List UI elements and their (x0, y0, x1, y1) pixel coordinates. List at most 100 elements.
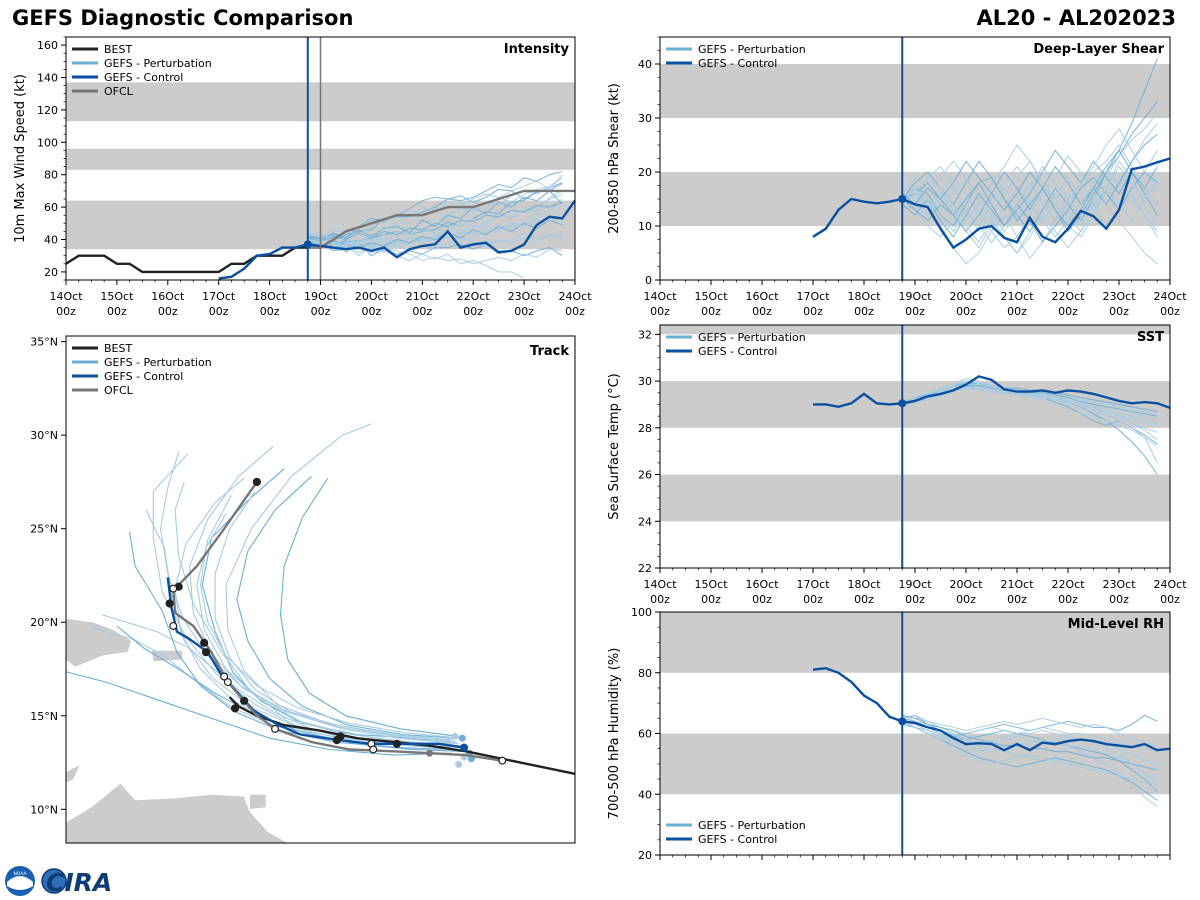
intensity-perturbation-member-18 (307, 201, 563, 242)
shear-perturbation-member-8 (902, 176, 1158, 249)
sst-xtick-hour: 00z (1007, 593, 1027, 606)
intensity-xtick-hour: 00z (107, 305, 127, 318)
shear-ytick-label: 30 (638, 112, 652, 125)
rh-perturbation-member-6 (902, 723, 1158, 801)
track-best-open-point (369, 745, 378, 754)
intensity-xtick-day: 24Oct (558, 290, 592, 303)
intensity-series-ofcl (307, 189, 575, 249)
shear-xtick-day: 24Oct (1153, 290, 1187, 303)
shear-series-control (812, 157, 1170, 250)
shear-xtick-hour: 00z (752, 305, 772, 318)
shear-ytick-label: 20 (638, 166, 652, 179)
legend-label-ofcl: OFCL (104, 85, 134, 98)
rh-band-0 (660, 733, 1170, 795)
track-perturbation-start (458, 734, 466, 742)
shear-xtick-hour: 00z (1007, 305, 1027, 318)
track-perturbation-member-16 (174, 477, 450, 749)
shear-perturbation-member-10 (901, 176, 1158, 254)
intensity-xtick-hour: 00z (260, 305, 280, 318)
rh-control-initial-point (898, 717, 907, 726)
intensity-xtick-hour: 00z (362, 305, 382, 318)
shear-xtick-hour: 00z (1109, 305, 1129, 318)
sst-ytick-label: 24 (638, 515, 652, 528)
sst-xtick-hour: 00z (956, 593, 976, 606)
intensity-ytick-label: 60 (44, 201, 58, 214)
shear-xtick-day: 14Oct (643, 290, 677, 303)
land-hispaniola (66, 618, 132, 668)
sst-xtick-day: 14Oct (643, 578, 677, 591)
shear-xtick-hour: 00z (1058, 305, 1078, 318)
sst-xtick-hour: 00z (701, 593, 721, 606)
track-best-open-point (271, 724, 280, 733)
track-control-point (460, 743, 469, 752)
track-best-point (200, 638, 209, 647)
shear-band-1 (660, 64, 1170, 118)
track-ytick-label: 30°N (30, 429, 58, 442)
track-perturbation-member-9 (66, 671, 452, 756)
intensity-xtick-hour: 00z (209, 305, 229, 318)
legend-label-pert: GEFS - Perturbation (698, 331, 806, 344)
rh-perturbation-member-11 (902, 717, 1158, 795)
sst-ylabel: Sea Surface Temp (°C) (607, 373, 622, 520)
shear-xtick-hour: 00z (905, 305, 925, 318)
sst-xtick-day: 18Oct (847, 578, 881, 591)
rh-ytick-label: 80 (638, 667, 652, 680)
shear-ytick-label: 10 (638, 220, 652, 233)
sst-xtick-day: 24Oct (1153, 578, 1187, 591)
track-ytick-label: 20°N (30, 616, 58, 629)
track-series-ofcl (172, 481, 503, 762)
shear-xtick-day: 21Oct (1000, 290, 1034, 303)
track-best-open-point (169, 621, 178, 630)
legend-label-control: GEFS - Control (698, 833, 777, 846)
sst-xtick-hour: 00z (1160, 593, 1180, 606)
rh-band-1 (660, 612, 1170, 673)
shear-perturbation-member-15 (901, 133, 1158, 227)
cira-logo-text: CIRA (46, 868, 112, 897)
track-ytick-label: 15°N (30, 710, 58, 723)
track-best-point (240, 696, 249, 705)
intensity-xtick-day: 22Oct (457, 290, 491, 303)
legend-label-control: GEFS - Control (698, 345, 777, 358)
track-best-point (230, 704, 240, 713)
shear-xtick-day: 19Oct (898, 290, 932, 303)
sst-xtick-hour: 00z (905, 593, 925, 606)
sst-band-1 (660, 381, 1170, 428)
sst-ytick-label: 32 (638, 328, 652, 341)
intensity-ytick-label: 120 (37, 104, 58, 117)
sst-panel-title: SST (1137, 330, 1164, 345)
intensity-xtick-hour: 00z (56, 305, 76, 318)
rh-series-control (812, 666, 1170, 752)
sst-xtick-day: 17Oct (796, 578, 830, 591)
sst-xtick-day: 19Oct (898, 578, 932, 591)
rh-ytick-label: 20 (638, 849, 652, 860)
track-perturbation-member-11 (196, 494, 461, 747)
sst-ytick-label: 30 (638, 375, 652, 388)
intensity-perturbation-member-12 (307, 190, 563, 241)
sst-xtick-day: 15Oct (694, 578, 728, 591)
track-ytick-label: 35°N (30, 336, 58, 349)
shear-perturbation-member-14 (901, 187, 1158, 254)
track-best-point (252, 477, 261, 487)
rh-perturbation-member-1 (902, 720, 1158, 783)
shear-perturbation-member-16 (902, 127, 1158, 233)
intensity-ytick-label: 20 (44, 266, 58, 279)
rh-ytick-label: 100 (631, 606, 652, 619)
track-best-point (392, 739, 401, 748)
shear-panel: 0 10 20 30 40 14Oct 00z 15Oct 00z 16Oct 00z 17Oct 00… (607, 36, 1187, 318)
rh-perturbation-member-8 (902, 720, 1158, 765)
sst-band-2 (660, 325, 1170, 335)
shear-xtick-day: 23Oct (1102, 290, 1136, 303)
intensity-xtick-day: 16Oct (151, 290, 185, 303)
track-ytick-label: 10°N (30, 803, 58, 816)
storm-id-title: AL20 - AL202023 (976, 6, 1177, 30)
land-guajira (66, 763, 82, 784)
sst-xtick-hour: 00z (854, 593, 874, 606)
sst-ytick-label: 26 (638, 469, 652, 482)
sst-xtick-day: 16Oct (745, 578, 779, 591)
sst-xtick-day: 22Oct (1051, 578, 1085, 591)
intensity-control-initial-point (303, 240, 312, 249)
shear-perturbation-member-6 (901, 171, 1158, 244)
shear-xtick-hour: 00z (854, 305, 874, 318)
shear-xtick-day: 16Oct (745, 290, 779, 303)
cira-globe-icon (41, 868, 67, 894)
